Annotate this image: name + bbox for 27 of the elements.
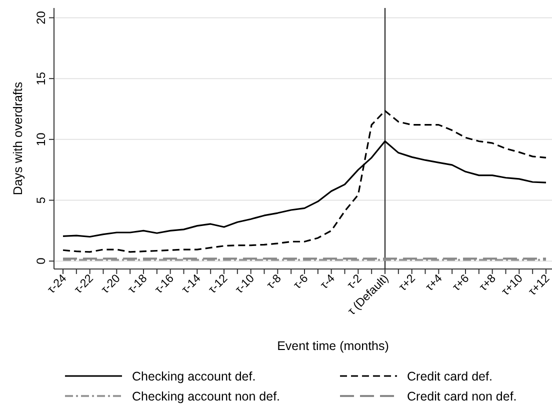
x-tick-label: τ-14 (180, 272, 204, 296)
x-tick-label: τ-20 (99, 272, 123, 296)
x-tick-label: τ-24 (46, 272, 70, 296)
legend-label: Checking account non def. (132, 390, 280, 404)
x-tick-label: τ+8 (477, 272, 498, 294)
line-series (62, 110, 547, 253)
x-tick-label: τ-12 (206, 272, 230, 296)
x-tick-label: τ-22 (72, 272, 96, 296)
legend-label: Credit card def. (407, 370, 492, 384)
x-tick-label: τ-10 (234, 272, 257, 296)
x-tick-label: τ-4 (318, 272, 338, 292)
y-tick-label: 20 (34, 10, 48, 24)
x-tick-label: τ+4 (424, 272, 446, 294)
x-tick-label: τ-18 (126, 272, 150, 296)
y-tick-label: 0 (34, 257, 48, 264)
x-tick-label: τ-16 (153, 272, 176, 296)
legend-label: Checking account def. (132, 370, 256, 384)
y-tick-label: 15 (34, 72, 48, 86)
x-tick-label: τ-6 (292, 272, 311, 292)
legend-label: Credit card non def. (407, 390, 517, 404)
y-tick-label: 10 (34, 132, 48, 146)
y-tick-label: 5 (34, 196, 48, 204)
x-tick-label: τ-8 (264, 272, 284, 292)
x-axis-title: Event time (months) (277, 339, 389, 353)
x-tick-label: τ+6 (450, 272, 472, 294)
x-tick-label: τ+2 (396, 272, 418, 294)
y-axis-title: Days with overdrafts (11, 82, 25, 196)
